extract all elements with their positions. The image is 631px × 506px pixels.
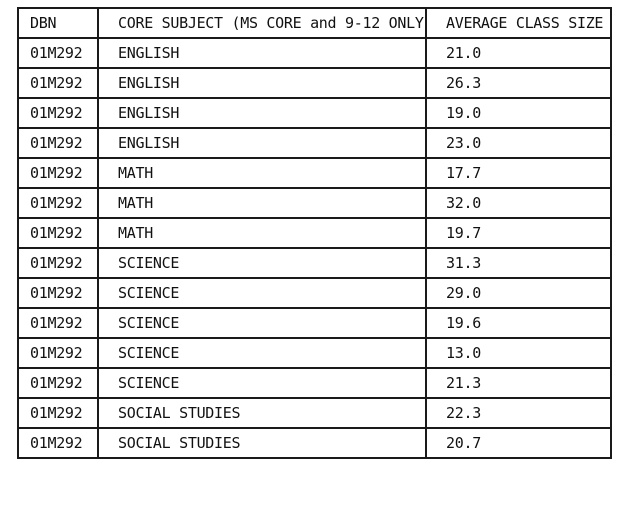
cell-class-size: 21.0 [425, 37, 612, 69]
table-row: 01M292 SOCIAL STUDIES 22.3 [17, 397, 612, 429]
cell-dbn: 01M292 [17, 127, 99, 159]
cell-dbn: 01M292 [17, 367, 99, 399]
cell-class-size: 29.0 [425, 277, 612, 309]
cell-dbn: 01M292 [17, 337, 99, 369]
table-row: 01M292 SCIENCE 19.6 [17, 307, 612, 339]
table-row: 01M292 SCIENCE 29.0 [17, 277, 612, 309]
cell-subject: ENGLISH [97, 67, 427, 99]
header-core-subject: CORE SUBJECT (MS CORE and 9-12 ONLY) [97, 7, 427, 39]
cell-subject: SCIENCE [97, 337, 427, 369]
cell-class-size: 17.7 [425, 157, 612, 189]
table-row: 01M292 ENGLISH 21.0 [17, 37, 612, 69]
cell-dbn: 01M292 [17, 397, 99, 429]
cell-class-size: 19.6 [425, 307, 612, 339]
table-row: 01M292 ENGLISH 26.3 [17, 67, 612, 99]
cell-dbn: 01M292 [17, 427, 99, 459]
cell-subject: SCIENCE [97, 277, 427, 309]
cell-dbn: 01M292 [17, 307, 99, 339]
cell-class-size: 22.3 [425, 397, 612, 429]
cell-dbn: 01M292 [17, 67, 99, 99]
cell-class-size: 19.7 [425, 217, 612, 249]
cell-subject: SOCIAL STUDIES [97, 427, 427, 459]
cell-dbn: 01M292 [17, 247, 99, 279]
table-row: 01M292 MATH 32.0 [17, 187, 612, 219]
cell-class-size: 20.7 [425, 427, 612, 459]
cell-subject: ENGLISH [97, 37, 427, 69]
cell-subject: MATH [97, 157, 427, 189]
cell-class-size: 23.0 [425, 127, 612, 159]
cell-subject: ENGLISH [97, 97, 427, 129]
table-body: 01M292 ENGLISH 21.0 01M292 ENGLISH 26.3 … [17, 37, 612, 459]
cell-subject: SCIENCE [97, 247, 427, 279]
cell-subject: ENGLISH [97, 127, 427, 159]
cell-dbn: 01M292 [17, 157, 99, 189]
cell-subject: SCIENCE [97, 307, 427, 339]
table-row: 01M292 ENGLISH 23.0 [17, 127, 612, 159]
header-dbn: DBN [17, 7, 99, 39]
table-row: 01M292 SCIENCE 13.0 [17, 337, 612, 369]
table-row: 01M292 SCIENCE 31.3 [17, 247, 612, 279]
header-average-class-size: AVERAGE CLASS SIZE [425, 7, 612, 39]
cell-dbn: 01M292 [17, 187, 99, 219]
cell-class-size: 21.3 [425, 367, 612, 399]
header-row: DBN CORE SUBJECT (MS CORE and 9-12 ONLY)… [17, 7, 612, 39]
cell-subject: MATH [97, 217, 427, 249]
table-row: 01M292 SCIENCE 21.3 [17, 367, 612, 399]
cell-class-size: 13.0 [425, 337, 612, 369]
cell-class-size: 31.3 [425, 247, 612, 279]
cell-class-size: 19.0 [425, 97, 612, 129]
cell-subject: MATH [97, 187, 427, 219]
cell-dbn: 01M292 [17, 37, 99, 69]
cell-subject: SCIENCE [97, 367, 427, 399]
cell-dbn: 01M292 [17, 97, 99, 129]
table-row: 01M292 MATH 17.7 [17, 157, 612, 189]
cell-class-size: 26.3 [425, 67, 612, 99]
cell-dbn: 01M292 [17, 217, 99, 249]
class-size-table: DBN CORE SUBJECT (MS CORE and 9-12 ONLY)… [17, 7, 612, 459]
cell-subject: SOCIAL STUDIES [97, 397, 427, 429]
table-row: 01M292 MATH 19.7 [17, 217, 612, 249]
table-header: DBN CORE SUBJECT (MS CORE and 9-12 ONLY)… [17, 7, 612, 39]
cell-class-size: 32.0 [425, 187, 612, 219]
cell-dbn: 01M292 [17, 277, 99, 309]
table-row: 01M292 ENGLISH 19.0 [17, 97, 612, 129]
table-row: 01M292 SOCIAL STUDIES 20.7 [17, 427, 612, 459]
